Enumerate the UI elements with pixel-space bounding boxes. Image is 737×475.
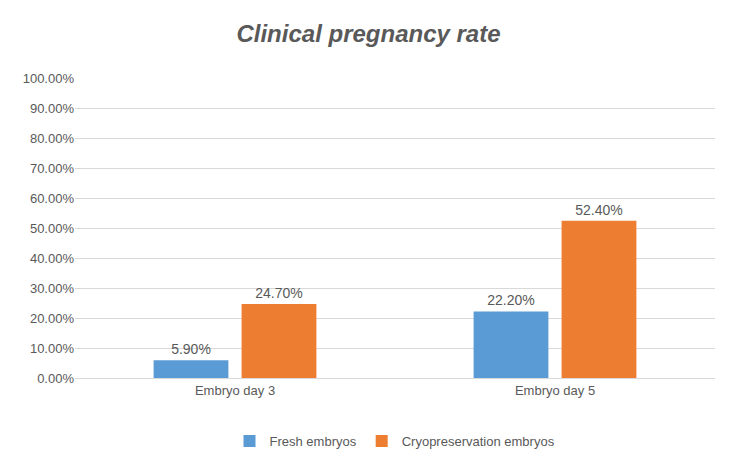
- svg-text:Cryopreservation embryos: Cryopreservation embryos: [402, 434, 555, 449]
- svg-text:20.00%: 20.00%: [30, 311, 75, 326]
- svg-text:Clinical pregnancy rate: Clinical pregnancy rate: [236, 20, 500, 47]
- svg-text:30.00%: 30.00%: [30, 281, 75, 296]
- svg-text:70.00%: 70.00%: [30, 161, 75, 176]
- svg-text:22.20%: 22.20%: [487, 292, 534, 308]
- svg-text:50.00%: 50.00%: [30, 221, 75, 236]
- svg-text:Fresh embryos: Fresh embryos: [270, 434, 357, 449]
- svg-text:60.00%: 60.00%: [30, 191, 75, 206]
- svg-text:Embryo day 3: Embryo day 3: [195, 383, 275, 398]
- svg-text:80.00%: 80.00%: [30, 131, 75, 146]
- svg-text:5.90%: 5.90%: [171, 341, 211, 357]
- svg-text:10.00%: 10.00%: [30, 341, 75, 356]
- svg-text:100.00%: 100.00%: [23, 71, 75, 86]
- svg-text:Embryo day 5: Embryo day 5: [515, 383, 595, 398]
- svg-text:52.40%: 52.40%: [575, 202, 622, 218]
- svg-text:40.00%: 40.00%: [30, 251, 75, 266]
- svg-text:0.00%: 0.00%: [37, 371, 74, 386]
- svg-text:90.00%: 90.00%: [30, 101, 75, 116]
- svg-text:24.70%: 24.70%: [255, 285, 302, 301]
